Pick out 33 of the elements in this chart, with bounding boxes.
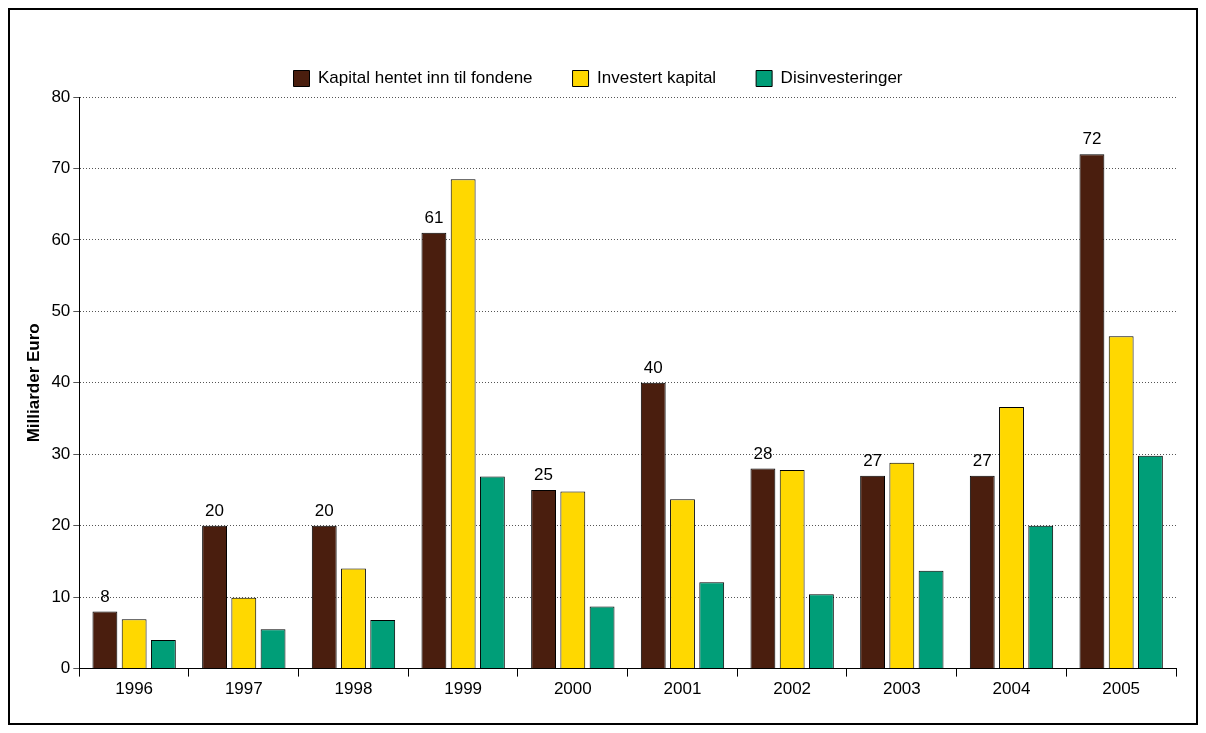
y-tick-label: 0: [60, 658, 71, 678]
data-label: 61: [424, 207, 444, 227]
data-label: 20: [205, 500, 225, 520]
data-label: 72: [1082, 129, 1102, 149]
data-label: 20: [314, 500, 334, 520]
x-tick-label: 2004: [992, 679, 1031, 699]
x-tick-label: 2005: [1102, 679, 1141, 699]
x-tick-label: 2001: [663, 679, 702, 699]
y-tick-label: 70: [51, 158, 71, 178]
y-tick-label: 20: [51, 515, 71, 535]
y-tick-label: 30: [51, 443, 71, 463]
data-label: 27: [972, 450, 992, 470]
data-label: 25: [534, 465, 554, 485]
y-tick-label: 50: [51, 301, 71, 321]
x-tick-label: 1999: [444, 679, 483, 699]
y-axis-title: Milliarder Euro: [23, 323, 43, 443]
data-label: 28: [753, 443, 773, 463]
legend-label: Investert kapital: [597, 68, 717, 88]
y-tick-label: 60: [51, 229, 71, 249]
y-tick-label: 10: [51, 586, 71, 606]
x-tick-label: 1997: [224, 679, 263, 699]
data-label: 40: [643, 357, 663, 377]
x-tick-label: 2002: [773, 679, 812, 699]
legend-label: Kapital hentet inn til fondene: [318, 68, 533, 88]
legend-label: Disinvesteringer: [780, 68, 903, 88]
y-tick-label: 40: [51, 372, 71, 392]
x-tick-label: 1996: [115, 679, 154, 699]
x-tick-label: 1998: [334, 679, 373, 699]
y-tick-label: 80: [51, 86, 71, 106]
data-label: 8: [100, 586, 110, 606]
x-tick-label: 2000: [553, 679, 592, 699]
x-tick-label: 2003: [882, 679, 921, 699]
data-label: 27: [863, 450, 883, 470]
